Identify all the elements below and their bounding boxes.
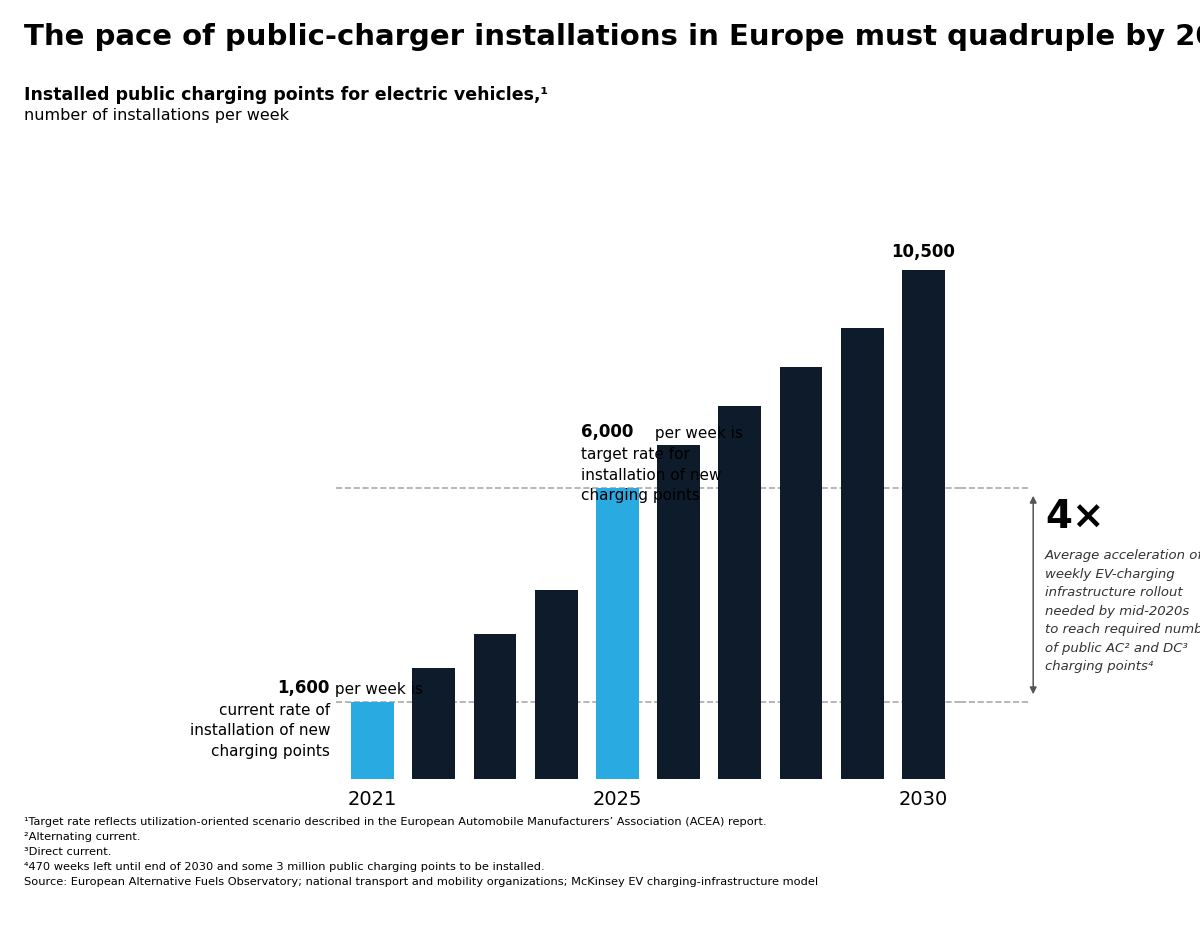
Text: Source: European Alternative Fuels Observatory; national transport and mobility : Source: European Alternative Fuels Obser… xyxy=(24,877,818,887)
Text: ¹Target rate reflects utilization-oriented scenario described in the European Au: ¹Target rate reflects utilization-orient… xyxy=(24,817,767,827)
Text: 6,000: 6,000 xyxy=(582,423,634,441)
Text: Average acceleration of
weekly EV-charging
infrastructure rollout
needed by mid-: Average acceleration of weekly EV-chargi… xyxy=(1045,549,1200,673)
Text: 4×: 4× xyxy=(1045,498,1105,535)
Bar xyxy=(902,269,944,779)
Bar xyxy=(841,328,883,779)
Text: installation of new: installation of new xyxy=(582,468,722,483)
Text: per week is: per week is xyxy=(330,682,422,697)
Text: The pace of public-charger installations in Europe must quadruple by 2025.: The pace of public-charger installations… xyxy=(24,23,1200,52)
Bar xyxy=(413,668,455,779)
Text: charging points: charging points xyxy=(582,488,701,503)
Text: ²Alternating current.: ²Alternating current. xyxy=(24,832,140,842)
Bar xyxy=(658,444,700,779)
Text: ³Direct current.: ³Direct current. xyxy=(24,847,112,857)
Text: target rate for: target rate for xyxy=(582,447,690,462)
Text: number of installations per week: number of installations per week xyxy=(24,108,289,123)
Bar xyxy=(535,590,577,779)
Bar xyxy=(780,367,822,779)
Text: installation of new: installation of new xyxy=(190,723,330,738)
Text: current rate of: current rate of xyxy=(218,702,330,717)
Bar xyxy=(596,488,638,779)
Text: per week is: per week is xyxy=(650,426,743,441)
Text: charging points: charging points xyxy=(211,744,330,759)
Text: 1,600: 1,600 xyxy=(277,679,330,697)
Bar xyxy=(474,634,516,779)
Bar xyxy=(719,406,761,779)
Text: ⁴470 weeks left until end of 2030 and some 3 million public charging points to b: ⁴470 weeks left until end of 2030 and so… xyxy=(24,862,545,872)
Text: Installed public charging points for electric vehicles,¹: Installed public charging points for ele… xyxy=(24,86,548,104)
Bar xyxy=(352,701,394,779)
Text: 10,500: 10,500 xyxy=(892,243,955,261)
